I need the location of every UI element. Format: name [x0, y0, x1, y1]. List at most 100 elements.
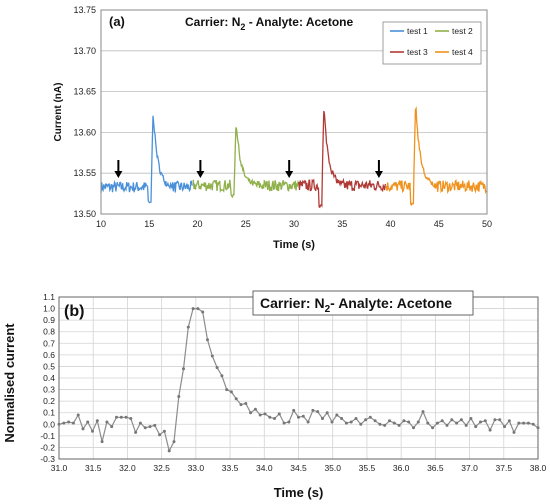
panel-a-ytick-label: 13.65 — [73, 87, 96, 97]
panel-a-xtick-label: 10 — [96, 219, 106, 229]
panel-b-title-sub: 2 — [325, 304, 331, 315]
panel-a-xlabel: Time (s) — [273, 239, 315, 251]
data-point — [86, 420, 90, 424]
data-point — [498, 418, 502, 422]
data-point — [378, 422, 382, 426]
data-point — [479, 420, 482, 424]
data-point — [368, 415, 372, 419]
data-point — [421, 410, 425, 414]
data-point — [76, 413, 80, 417]
panel-b-xtick-label: 33.5 — [222, 463, 239, 473]
data-point — [91, 429, 94, 433]
panel-b-xtick-label: 35.5 — [359, 463, 376, 473]
data-point — [445, 423, 449, 427]
panel-b-xtick-label: 32.5 — [153, 463, 170, 473]
data-point — [431, 426, 435, 430]
panel-b-ytick-label: 0.0 — [43, 419, 55, 429]
panel-b-xtick-label: 32.0 — [119, 463, 136, 473]
data-point — [119, 415, 123, 419]
data-point — [325, 411, 329, 415]
data-point — [263, 412, 267, 416]
data-point — [407, 420, 411, 424]
data-point — [412, 426, 415, 430]
data-point — [143, 426, 147, 430]
data-point — [134, 430, 138, 434]
data-point — [426, 421, 430, 425]
data-point — [186, 325, 190, 329]
data-point — [172, 440, 176, 444]
data-point — [450, 418, 454, 422]
panel-b-xtick-label: 31.5 — [85, 463, 102, 473]
data-point — [81, 427, 85, 431]
panel-a-frame — [100, 9, 488, 215]
data-point — [124, 415, 128, 419]
data-point — [301, 414, 305, 418]
legend-label: test 3 — [407, 47, 428, 57]
panel-b-ylabel: Normalised current — [2, 323, 17, 443]
data-point — [397, 423, 401, 427]
panel-b-ytick-label: 1.0 — [43, 304, 55, 314]
data-point — [321, 417, 324, 420]
panel-b-ytick-label: 0.8 — [43, 327, 55, 337]
panel-a-xtick-label: 20 — [192, 219, 202, 229]
panel-b-title-box: Carrier: N2- Analyte: Acetone — [252, 290, 474, 316]
data-point — [503, 425, 506, 429]
data-point — [474, 425, 478, 429]
data-point — [526, 421, 530, 425]
data-point — [344, 421, 348, 425]
panel-b-xtick-label: 34.0 — [256, 463, 273, 473]
data-point — [253, 407, 257, 411]
data-point — [268, 415, 272, 419]
data-point — [277, 412, 281, 416]
panel-a-title-sub: 2 — [240, 22, 245, 32]
data-point — [105, 420, 109, 424]
data-point — [364, 418, 368, 422]
panel-b-xtick-label: 33.0 — [188, 463, 205, 473]
data-point — [316, 410, 320, 414]
panel-b-ytick-label: 0.2 — [43, 396, 55, 406]
data-point — [517, 421, 521, 425]
data-point — [138, 421, 142, 425]
data-point — [201, 310, 205, 314]
panel-a: 13.50 13.55 13.60 13.65 13.70 13.75 10 15 20 25 30… — [53, 5, 492, 251]
data-point — [488, 428, 492, 432]
data-point — [158, 433, 162, 437]
panel-a-ytick-label: 13.75 — [73, 5, 96, 15]
data-point — [129, 417, 133, 420]
data-point — [297, 415, 300, 419]
data-point — [182, 367, 185, 371]
injection-arrow-head — [196, 171, 205, 178]
data-point — [359, 422, 363, 426]
data-point — [115, 415, 118, 419]
panel-b-ytick-label: 0.9 — [43, 315, 55, 325]
panel-a-arrows — [114, 160, 383, 178]
data-point — [311, 408, 315, 412]
data-point — [349, 420, 353, 424]
data-point — [483, 419, 487, 423]
data-point — [206, 338, 209, 342]
data-point — [234, 397, 238, 401]
data-point — [282, 421, 286, 425]
data-point — [220, 374, 224, 378]
data-point — [512, 430, 516, 434]
panel-b-xtick-label: 36.5 — [427, 463, 444, 473]
data-point — [402, 419, 406, 423]
panel-a-label: (a) — [109, 14, 125, 29]
data-point — [469, 417, 473, 420]
panel-a-ylabel: Current (nA) — [53, 83, 64, 142]
data-point — [273, 417, 276, 420]
data-point — [416, 420, 420, 424]
panel-b-xtick-label: 34.5 — [290, 463, 307, 473]
panel-b-ytick-label: -0.1 — [40, 431, 55, 441]
panel-b-label: (b) — [64, 303, 84, 320]
panel-b-xtick-label: 35.0 — [324, 463, 341, 473]
data-point — [258, 413, 262, 417]
panel-b-title-post: - Analyte: Acetone — [330, 295, 452, 311]
panel-b-series — [57, 307, 540, 453]
data-point — [383, 423, 387, 427]
panel-b-title: Carrier: N2- Analyte: Acetone — [260, 295, 452, 315]
panel-b-xtick-label: 36.0 — [393, 463, 410, 473]
data-point — [287, 420, 291, 424]
panel-b-xtick-label: 37.5 — [496, 463, 513, 473]
panel-b-ticks: -0.3 -0.2-0.1 0.00.1 0.20.3 0.4 0.50.6 0.70.8 0… — [40, 292, 546, 473]
